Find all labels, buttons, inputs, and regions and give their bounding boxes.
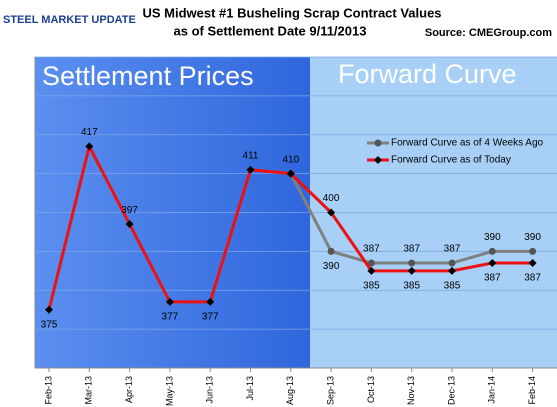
- logo: STEEL MARKET UPDATE: [3, 14, 136, 26]
- point: [488, 247, 496, 255]
- x-tick-label: Sep-13: [325, 376, 335, 405]
- x-tick-label: Oct-13: [366, 376, 376, 403]
- x-tick-label: Apr-13: [124, 376, 134, 403]
- point: [165, 297, 174, 306]
- data-label: 397: [121, 205, 138, 216]
- point: [407, 266, 416, 275]
- point: [45, 305, 53, 314]
- x-tick-label: Mar-13: [84, 376, 94, 405]
- data-label: 385: [403, 280, 420, 291]
- data-label: 387: [484, 273, 501, 284]
- point: [408, 259, 416, 267]
- source: Source: CMEGroup.com: [425, 27, 552, 39]
- point: [448, 266, 456, 275]
- x-tick-label: Jul-13: [245, 376, 255, 401]
- region-label: Settlement Prices: [42, 61, 254, 91]
- chart-subtitle: as of Settlement Date 9/11/2013: [174, 23, 367, 38]
- point: [367, 266, 376, 275]
- data-label: 411: [243, 150, 259, 161]
- x-tick-label: Aug-13: [285, 376, 295, 405]
- x-tick-label: Jun-13: [205, 376, 215, 404]
- point: [246, 165, 255, 174]
- x-tick-label: Feb-13: [43, 376, 53, 405]
- legend-label: Forward Curve as of Today: [391, 155, 511, 166]
- data-label: 387: [524, 273, 541, 284]
- x-tick-label: Feb-14: [527, 376, 537, 405]
- point: [327, 208, 336, 217]
- point: [529, 247, 537, 255]
- point: [286, 169, 295, 178]
- data-label: 377: [202, 312, 219, 323]
- data-label: 375: [41, 319, 58, 330]
- legend-marker: [374, 139, 382, 147]
- data-label: 390: [524, 232, 541, 243]
- point: [528, 259, 537, 268]
- data-label: 410: [282, 154, 299, 165]
- data-label: 390: [484, 232, 501, 243]
- data-label: 385: [444, 280, 461, 291]
- point: [206, 297, 215, 306]
- point: [367, 259, 375, 267]
- point: [85, 142, 94, 151]
- legend-marker: [374, 156, 382, 164]
- data-label: 417: [81, 127, 98, 138]
- data-label: 387: [363, 244, 380, 255]
- chart-title: US Midwest #1 Busheling Scrap Contract V…: [142, 5, 441, 20]
- data-label: 385: [363, 280, 380, 291]
- point: [448, 259, 456, 267]
- point: [125, 220, 134, 229]
- x-tick-label: Nov-13: [406, 376, 416, 405]
- x-tick-label: Jan-14: [487, 376, 497, 404]
- point: [327, 247, 335, 255]
- legend-label: Forward Curve as of 4 Weeks Ago: [391, 138, 544, 149]
- data-label: 390: [323, 261, 340, 272]
- x-tick-label: Dec-13: [446, 376, 456, 405]
- data-label: 387: [444, 244, 461, 255]
- data-label: 387: [403, 244, 420, 255]
- point: [488, 259, 497, 268]
- data-label: 400: [323, 193, 340, 204]
- x-tick-label: May-13: [164, 376, 174, 406]
- data-label: 377: [162, 312, 179, 323]
- region-label: Forward Curve: [338, 59, 517, 89]
